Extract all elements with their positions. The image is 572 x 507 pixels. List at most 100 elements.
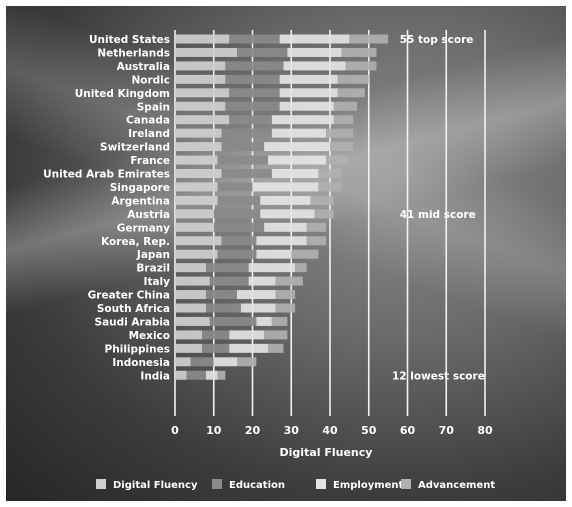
bar-spain-digital-fluency	[175, 101, 226, 111]
category-label-switzerland: Switzerland	[100, 142, 170, 154]
x-tick-40: 40	[322, 424, 338, 437]
category-label-united-kingdom: United Kingdom	[75, 88, 170, 100]
bar-australia-education	[225, 61, 284, 71]
bar-mexico-employment	[229, 330, 265, 340]
bar-united-kingdom-employment	[279, 88, 338, 98]
category-label-germany: Germany	[117, 222, 170, 234]
bar-mexico-digital-fluency	[175, 330, 203, 340]
bar-south-africa-education	[206, 303, 241, 313]
bar-canada-education	[229, 115, 272, 125]
bar-austria-education	[213, 209, 261, 219]
category-label-spain: Spain	[137, 101, 170, 113]
bar-germany-advancement	[306, 222, 327, 232]
category-label-greater-china: Greater China	[88, 290, 170, 302]
bar-brazil-advancement	[295, 263, 307, 273]
bar-indonesia-advancement	[237, 357, 257, 367]
category-label-united-arab-emirates: United Arab Emirates	[43, 169, 170, 181]
category-label-mexico: Mexico	[129, 330, 170, 342]
category-label-philippines: Philippines	[105, 343, 170, 355]
bar-netherlands-advancement	[341, 47, 377, 57]
legend-label-employment: Employment	[333, 480, 404, 491]
bar-france-advancement	[326, 155, 350, 165]
legend-label-digital-fluency: Digital Fluency	[113, 480, 198, 491]
bar-united-states-employment	[279, 34, 350, 44]
bar-india-education	[186, 370, 206, 380]
category-label-ireland: Ireland	[128, 128, 170, 140]
bar-nordic-digital-fluency	[175, 74, 226, 84]
bar-brazil-employment	[248, 263, 296, 273]
bar-philippines-digital-fluency	[175, 343, 203, 353]
bar-brazil-education	[206, 263, 249, 273]
legend: Digital Fluency Education Employment Advanc…	[96, 479, 495, 491]
bar-united-states-advancement	[349, 34, 389, 44]
x-axis-label: Digital Fluency	[280, 446, 373, 459]
bar-india-digital-fluency	[175, 370, 187, 380]
bar-france-education	[217, 155, 268, 165]
bar-switzerland-advancement	[330, 142, 354, 152]
bar-greater-china-employment	[237, 290, 276, 300]
bar-indonesia-digital-fluency	[175, 357, 191, 367]
category-label-brazil: Brazil	[136, 263, 170, 275]
bar-india-employment	[206, 370, 218, 380]
x-tick-60: 60	[400, 424, 416, 437]
bar-australia-employment	[283, 61, 346, 71]
bar-greater-china-advancement	[275, 290, 296, 300]
bar-germany-employment	[264, 222, 307, 232]
bar-netherlands-education	[237, 47, 288, 57]
bar-saudi-arabia-advancement	[271, 316, 288, 326]
bar-united-arab-emirates-advancement	[318, 169, 342, 178]
legend-swatch-employment	[316, 479, 326, 489]
bar-mexico-education	[202, 330, 230, 340]
bar-philippines-advancement	[268, 343, 284, 353]
category-label-netherlands: Netherlands	[97, 47, 170, 59]
bar-philippines-education	[202, 343, 230, 353]
bar-netherlands-digital-fluency	[175, 47, 237, 57]
category-label-singapore: Singapore	[110, 182, 170, 194]
category-label-saudi-arabia: Saudi Arabia	[95, 316, 170, 328]
category-label-indonesia: Indonesia	[112, 357, 170, 369]
bar-singapore-employment	[252, 182, 319, 192]
bar-netherlands-employment	[287, 47, 342, 57]
bar-philippines-employment	[229, 343, 268, 353]
legend-label-education: Education	[229, 480, 285, 491]
bar-canada-advancement	[333, 115, 354, 125]
bar-ireland-advancement	[326, 128, 354, 138]
bar-spain-education	[225, 101, 280, 111]
category-label-argentina: Argentina	[111, 195, 170, 207]
annotation-12-lowest-score: 12 lowest score	[392, 370, 485, 382]
category-label-italy: Italy	[144, 276, 171, 288]
annotations: 55 top score 41 mid score 12 lowest score	[392, 34, 485, 382]
bar-italy-education	[209, 276, 249, 286]
bar-brazil-digital-fluency	[175, 263, 206, 273]
bar-indonesia-employment	[213, 357, 237, 367]
x-tick-10: 10	[206, 424, 222, 437]
category-label-korea-rep: Korea, Rep.	[101, 236, 170, 248]
bar-japan-education	[217, 249, 257, 259]
bar-nordic-education	[225, 74, 280, 84]
bar-united-arab-emirates-employment	[271, 169, 319, 178]
bar-italy-advancement	[275, 276, 303, 286]
x-tick-70: 70	[439, 424, 455, 437]
bars	[175, 34, 389, 380]
bar-united-kingdom-education	[229, 88, 280, 98]
bar-italy-digital-fluency	[175, 276, 210, 286]
bar-spain-advancement	[333, 101, 358, 111]
category-label-south-africa: South Africa	[97, 303, 170, 315]
bar-ireland-education	[221, 128, 272, 138]
x-tick-0: 0	[171, 424, 179, 437]
bar-nordic-advancement	[337, 74, 369, 84]
legend-swatch-education	[212, 479, 222, 489]
category-label-nordic: Nordic	[131, 74, 170, 86]
bar-korea-rep-advancement	[306, 236, 327, 246]
bar-mexico-advancement	[264, 330, 288, 340]
legend-label-advancement: Advancement	[418, 480, 495, 491]
bar-austria-advancement	[314, 209, 334, 219]
bar-nordic-employment	[279, 74, 338, 84]
bar-greater-china-education	[206, 290, 237, 300]
bar-singapore-education	[217, 182, 253, 192]
bar-italy-employment	[248, 276, 276, 286]
bar-united-states-digital-fluency	[175, 34, 230, 44]
annotation-55-top-score: 55 top score	[400, 34, 474, 46]
legend-swatch-advancement	[401, 479, 411, 489]
